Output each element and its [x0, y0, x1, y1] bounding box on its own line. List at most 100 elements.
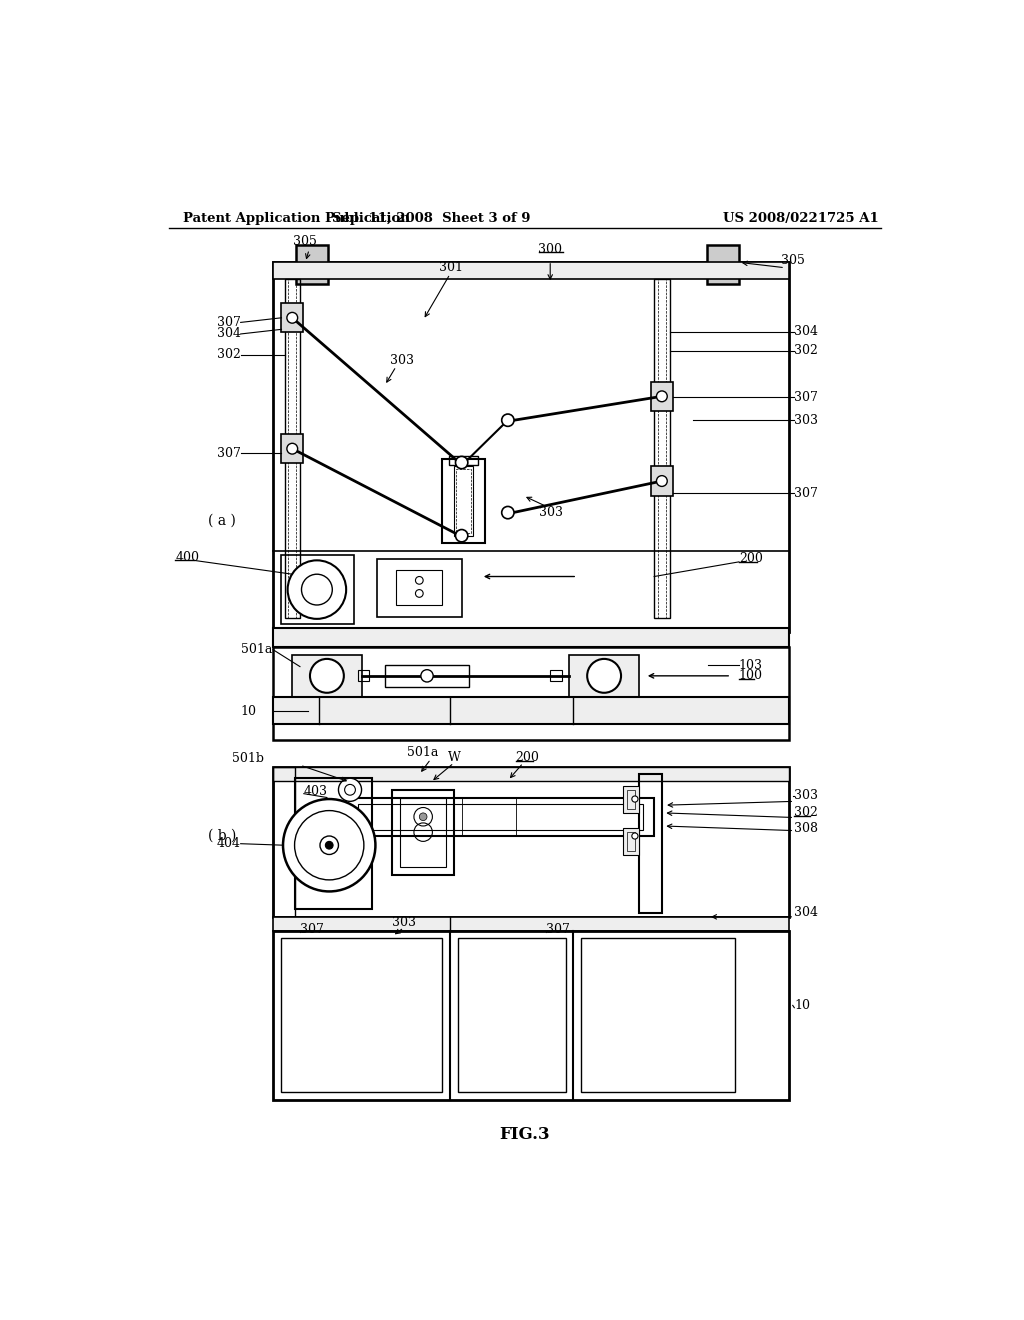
Bar — [651, 381, 673, 411]
Text: 307: 307 — [300, 924, 324, 936]
Bar — [624, 829, 639, 855]
Bar — [273, 628, 788, 647]
Text: W: W — [447, 751, 461, 764]
Bar — [639, 775, 662, 913]
Bar — [273, 767, 788, 917]
Bar — [285, 280, 300, 618]
Bar — [273, 767, 788, 780]
Circle shape — [283, 799, 376, 891]
Bar — [273, 767, 295, 917]
Bar — [707, 246, 739, 284]
Text: 304: 304 — [217, 327, 241, 341]
Circle shape — [632, 833, 638, 840]
Bar — [292, 655, 361, 697]
Circle shape — [656, 391, 668, 401]
Bar — [385, 665, 469, 686]
Text: 300: 300 — [539, 243, 562, 256]
Bar — [281, 939, 442, 1093]
Text: US 2008/0221725 A1: US 2008/0221725 A1 — [724, 213, 880, 224]
Text: 303: 303 — [795, 789, 818, 803]
Circle shape — [421, 669, 433, 682]
Circle shape — [587, 659, 621, 693]
Bar — [581, 939, 735, 1093]
Circle shape — [502, 507, 514, 519]
Bar — [273, 263, 788, 632]
Text: 304: 304 — [795, 907, 818, 920]
Bar — [392, 789, 454, 875]
Bar — [377, 558, 462, 616]
Circle shape — [288, 561, 346, 619]
Bar — [282, 434, 303, 463]
Text: 200: 200 — [739, 552, 763, 565]
Text: FIG.3: FIG.3 — [500, 1126, 550, 1143]
Circle shape — [295, 810, 364, 880]
Text: ( b ): ( b ) — [208, 829, 236, 843]
Text: 303: 303 — [539, 506, 562, 519]
Circle shape — [456, 457, 468, 469]
Bar — [449, 455, 478, 465]
Text: 305: 305 — [294, 235, 317, 248]
Text: 403: 403 — [304, 785, 328, 797]
Bar — [458, 939, 565, 1093]
Text: 404: 404 — [217, 837, 241, 850]
Bar — [273, 263, 788, 280]
Circle shape — [345, 784, 355, 795]
Text: 103: 103 — [739, 659, 763, 672]
Text: 501a: 501a — [408, 746, 439, 759]
Circle shape — [319, 836, 339, 854]
Text: 501b: 501b — [231, 752, 264, 766]
Text: 501a: 501a — [241, 643, 272, 656]
Circle shape — [632, 796, 638, 803]
Bar — [273, 917, 788, 931]
Circle shape — [287, 313, 298, 323]
Text: 400: 400 — [175, 550, 200, 564]
Bar — [282, 304, 303, 333]
Bar — [281, 554, 354, 624]
Text: 10: 10 — [241, 705, 257, 718]
Text: 307: 307 — [217, 315, 241, 329]
Text: 307: 307 — [795, 391, 818, 404]
Bar — [454, 466, 473, 536]
Text: 302: 302 — [795, 807, 818, 820]
Circle shape — [310, 659, 344, 693]
Text: 301: 301 — [438, 261, 463, 275]
Circle shape — [339, 779, 361, 801]
Text: 303: 303 — [795, 413, 818, 426]
Bar — [357, 804, 643, 830]
Bar — [400, 797, 446, 867]
Text: 307: 307 — [795, 487, 818, 500]
Bar — [569, 655, 639, 697]
Text: 307: 307 — [547, 924, 570, 936]
Text: 302: 302 — [217, 348, 241, 362]
Circle shape — [301, 574, 333, 605]
Bar — [289, 280, 296, 618]
Text: 305: 305 — [781, 255, 805, 268]
Bar — [651, 466, 673, 496]
Text: 10: 10 — [795, 999, 810, 1012]
Text: Sep. 11, 2008  Sheet 3 of 9: Sep. 11, 2008 Sheet 3 of 9 — [332, 213, 530, 224]
Bar — [396, 570, 442, 605]
Bar — [624, 785, 639, 813]
Bar — [628, 832, 635, 851]
Text: 304: 304 — [795, 325, 818, 338]
Bar — [550, 671, 562, 681]
Text: 303: 303 — [390, 354, 414, 367]
Bar — [654, 280, 670, 618]
Circle shape — [326, 841, 333, 849]
Bar — [296, 246, 329, 284]
Text: ( a ): ( a ) — [208, 513, 236, 527]
Bar — [273, 931, 788, 1100]
Bar — [273, 647, 788, 739]
Bar — [442, 459, 484, 544]
Bar — [457, 469, 471, 533]
Bar — [273, 697, 788, 725]
Text: 307: 307 — [217, 446, 241, 459]
Text: Patent Application Publication: Patent Application Publication — [183, 213, 410, 224]
Bar — [295, 779, 372, 909]
Bar — [346, 797, 654, 836]
Circle shape — [502, 414, 514, 426]
Bar — [628, 789, 635, 809]
Bar — [658, 280, 666, 618]
Bar — [357, 671, 370, 681]
Circle shape — [419, 813, 427, 821]
